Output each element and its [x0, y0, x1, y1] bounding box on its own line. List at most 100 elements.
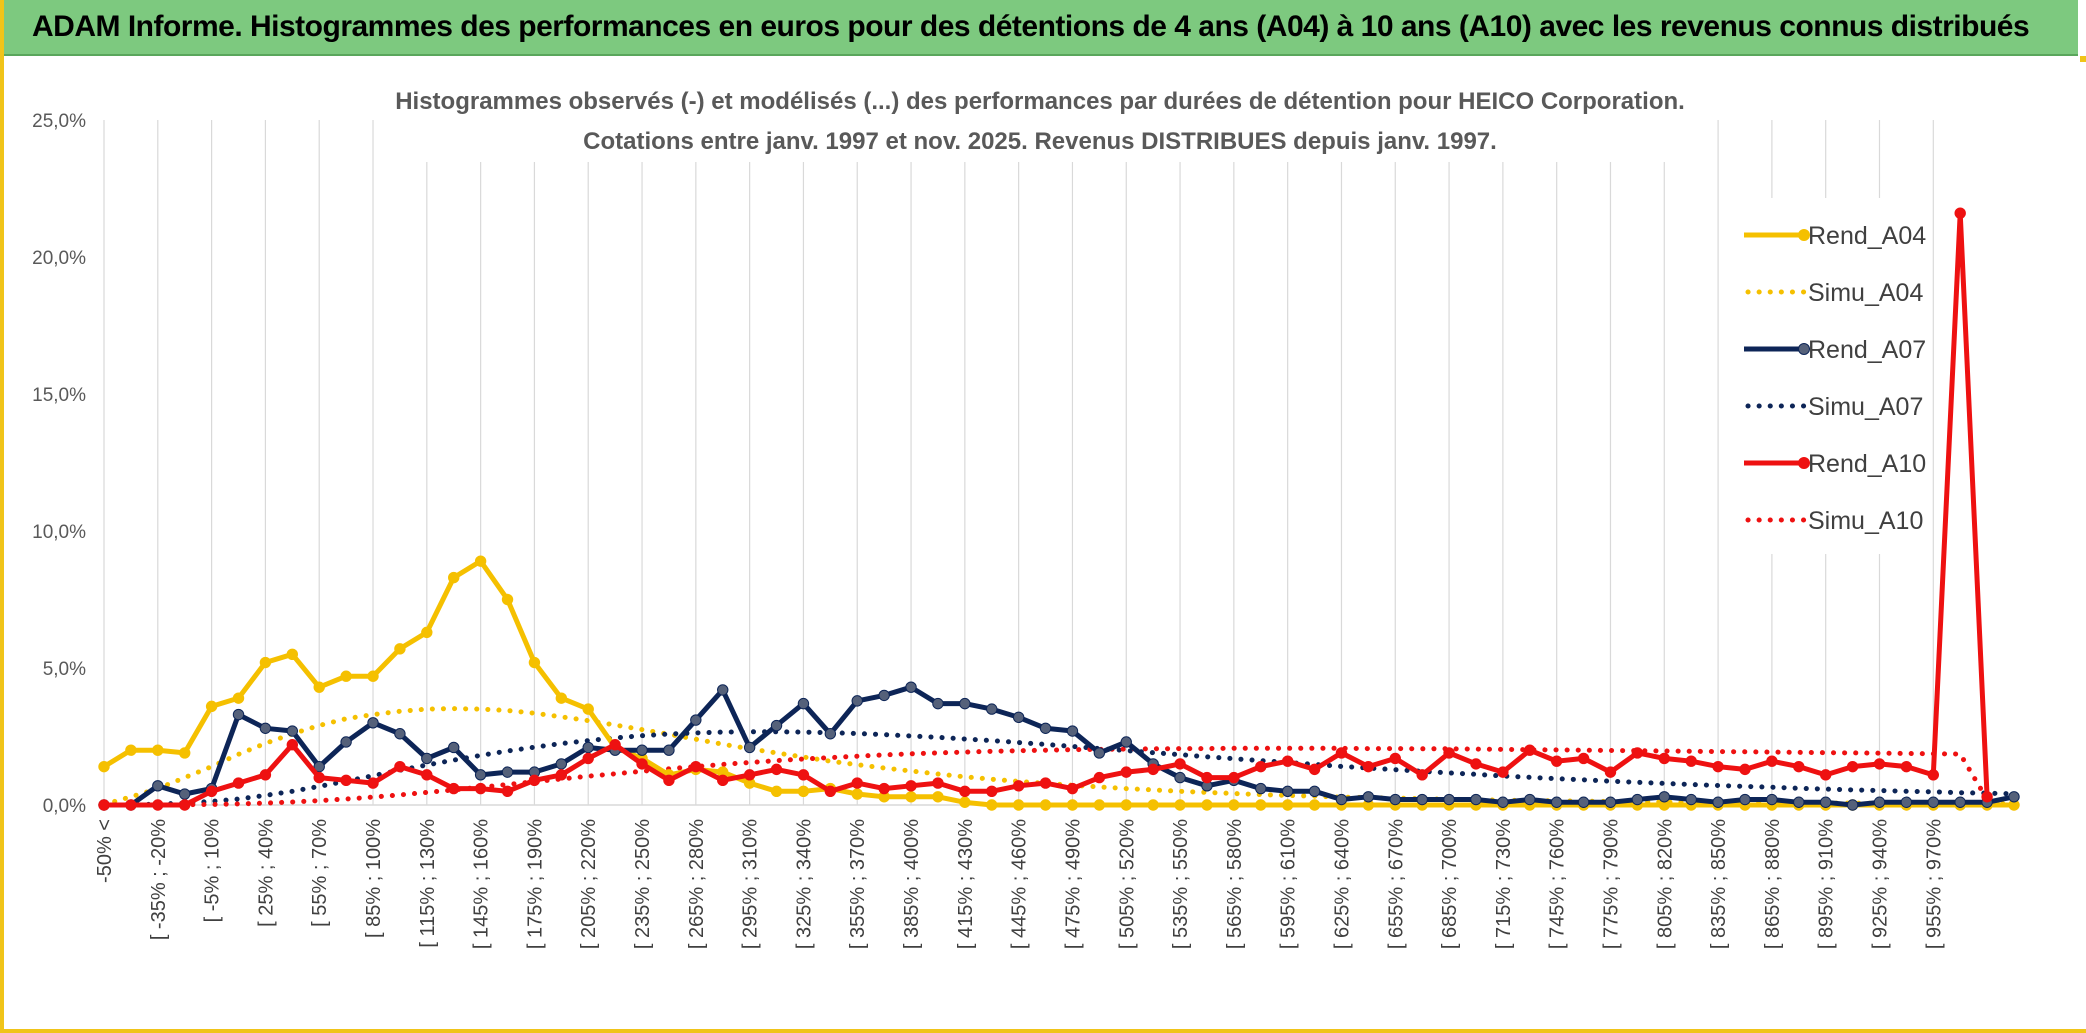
- data-point: [528, 774, 541, 787]
- data-point: [98, 799, 110, 811]
- legend-label: Rend_A07: [1808, 336, 1926, 364]
- data-point: [501, 593, 514, 606]
- chart-title-background: [405, 58, 1675, 162]
- data-point: [1389, 752, 1401, 765]
- data-point: [1954, 207, 1966, 219]
- data-point: [394, 760, 406, 773]
- data-point: [582, 703, 594, 715]
- x-tick-label: [ 265% ; 280%: [686, 819, 708, 949]
- data-point: [1308, 799, 1321, 811]
- data-point: [340, 670, 352, 682]
- data-point: [878, 782, 890, 795]
- x-tick-label: [ 505% ; 520%: [1116, 819, 1138, 949]
- data-point: [1281, 799, 1294, 811]
- data-point: [770, 763, 783, 776]
- data-point: [1739, 763, 1751, 776]
- x-tick-label: [ 535% ; 550%: [1170, 819, 1192, 949]
- data-point: [367, 717, 379, 729]
- data-point: [1228, 799, 1240, 811]
- data-point: [1066, 782, 1079, 795]
- x-tick-label: [ 715% ; 730%: [1493, 819, 1515, 949]
- y-tick-label: 15,0%: [32, 385, 86, 406]
- legend-background: [1722, 198, 1932, 554]
- data-point: [851, 777, 863, 789]
- data-point: [1846, 799, 1859, 811]
- data-point: [1255, 782, 1267, 795]
- data-point: [1766, 755, 1778, 767]
- data-point: [1389, 793, 1401, 806]
- x-tick-label: [ 745% ; 760%: [1547, 819, 1569, 949]
- data-point: [1362, 791, 1375, 803]
- data-point: [313, 771, 325, 784]
- histogram-chart: 0,0% 5,0% 10,0% 15,0% 20,0% 25,0% -50% < [ -35…: [32, 58, 2020, 949]
- x-tick-label: [ -35% ; -20%: [148, 819, 170, 940]
- data-point: [1281, 755, 1294, 767]
- data-point: [1039, 722, 1052, 734]
- x-tick-label: [ -5% ; 10%: [202, 819, 224, 923]
- data-point: [1631, 747, 1644, 759]
- data-point: [1039, 777, 1052, 789]
- data-point: [1658, 791, 1670, 803]
- data-point: [1335, 793, 1348, 806]
- data-point: [259, 656, 272, 669]
- legend-item-simu-a10: Simu_A10: [1745, 507, 1923, 535]
- data-point: [286, 725, 299, 737]
- x-tick-label: [ 805% ; 820%: [1654, 819, 1676, 949]
- data-point: [905, 780, 917, 792]
- data-point: [1873, 796, 1886, 808]
- y-tick-label: 25,0%: [32, 111, 86, 132]
- data-point: [1201, 771, 1213, 784]
- data-point: [1927, 769, 1939, 781]
- series-simu-a07: [101, 729, 2017, 808]
- data-point: [905, 791, 917, 803]
- data-point: [1120, 799, 1132, 811]
- data-point: [1012, 780, 1025, 792]
- data-point: [959, 796, 971, 808]
- data-point: [179, 747, 191, 759]
- data-point: [1012, 799, 1025, 811]
- data-point: [1228, 771, 1240, 784]
- data-point: [448, 782, 460, 795]
- data-point: [1174, 799, 1186, 811]
- data-point: [1927, 796, 1939, 808]
- data-point: [824, 785, 837, 797]
- series-layer: [98, 207, 2020, 811]
- data-point: [959, 785, 971, 797]
- data-point: [851, 788, 863, 800]
- data-point: [394, 728, 406, 740]
- y-axis-tick-labels: 0,0% 5,0% 10,0% 15,0% 20,0% 25,0%: [32, 111, 86, 817]
- chart-title-line-1: Histogrammes observés (-) et modélisés (…: [395, 88, 1685, 115]
- x-tick-label: [ 835% ; 850%: [1708, 819, 1730, 949]
- data-point: [232, 777, 245, 789]
- data-point: [743, 741, 756, 754]
- data-point: [1497, 766, 1509, 778]
- data-point: [1577, 796, 1590, 808]
- legend-item-simu-a07: Simu_A07: [1745, 393, 1923, 421]
- x-tick-label: [ 175% ; 190%: [524, 819, 546, 949]
- data-point: [232, 692, 245, 704]
- data-point: [636, 744, 648, 756]
- data-point: [1443, 747, 1455, 759]
- x-tick-label: [ 145% ; 160%: [471, 819, 493, 949]
- data-point: [1174, 771, 1186, 784]
- data-point: [1954, 796, 1966, 808]
- data-point: [1335, 747, 1348, 759]
- corner-accent: [2080, 56, 2086, 62]
- data-point: [1120, 766, 1132, 778]
- data-point: [340, 736, 352, 748]
- data-point: [259, 722, 272, 734]
- data-point: [878, 689, 890, 702]
- x-tick-label: [ 355% ; 370%: [847, 819, 869, 949]
- data-point: [1281, 785, 1294, 797]
- x-tick-label: [ 385% ; 400%: [901, 819, 923, 949]
- series-line: [101, 745, 1990, 808]
- series-simu-a10: [101, 745, 1990, 808]
- data-point: [421, 769, 433, 781]
- data-point: [205, 700, 218, 713]
- legend-item-simu-a04: Simu_A04: [1745, 279, 1923, 307]
- data-point: [1093, 747, 1106, 759]
- legend-label: Rend_A10: [1808, 450, 1926, 478]
- legend-marker: [1798, 343, 1810, 355]
- y-tick-label: 10,0%: [32, 522, 86, 543]
- data-point: [986, 785, 998, 797]
